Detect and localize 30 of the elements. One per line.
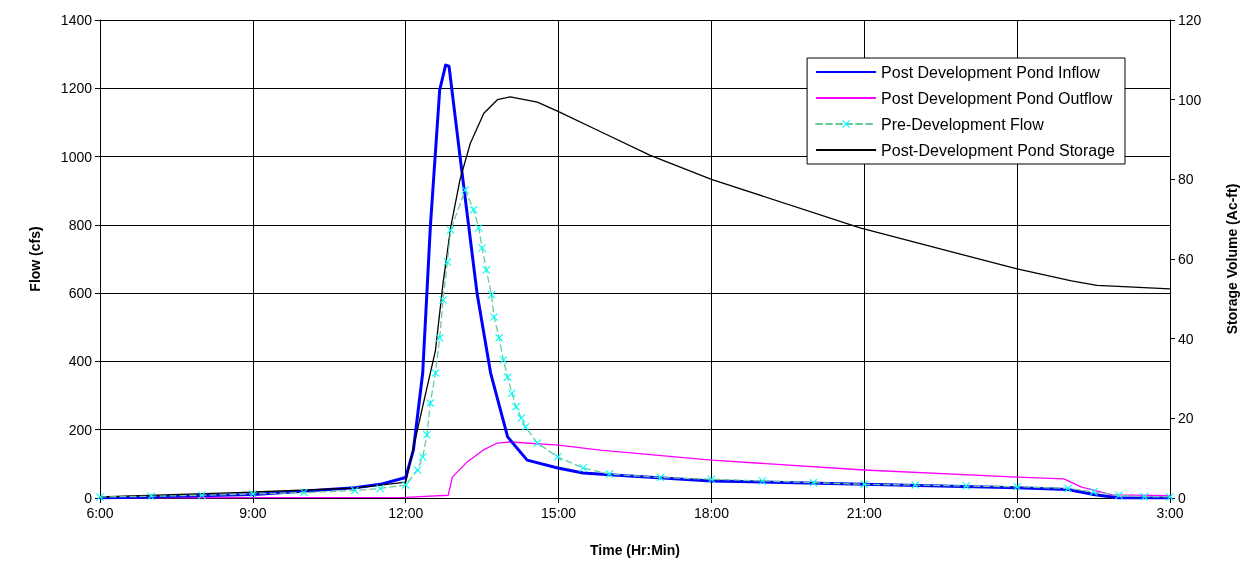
- y-tick-label: 800: [68, 216, 93, 233]
- y-axis-title: Flow (cfs): [27, 226, 43, 292]
- x-tick-label: 9:00: [239, 505, 267, 521]
- y-tick-label: 1200: [60, 80, 93, 97]
- x-tick-label: 0:00: [1003, 505, 1031, 521]
- y2-tick-label: 120: [1178, 12, 1202, 28]
- x-tick-label: 15:00: [541, 505, 577, 521]
- y2-tick-label: 60: [1178, 251, 1194, 267]
- x-tick-label: 6:00: [86, 505, 114, 521]
- legend-label: Post Development Pond Inflow: [881, 63, 1101, 81]
- x-axis-title: Time (Hr:Min): [590, 542, 680, 558]
- x-tick-label: 3:00: [1156, 505, 1184, 521]
- x-tick-label: 12:00: [388, 505, 424, 521]
- y2-tick-label: 100: [1178, 91, 1202, 108]
- y2-tick-label: 80: [1178, 171, 1194, 188]
- y-tick-label: 0: [84, 490, 93, 506]
- legend-label: Post Development Pond Outflow: [881, 89, 1113, 107]
- y-tick-label: 1000: [60, 148, 93, 165]
- y-tick-label: 200: [68, 421, 93, 438]
- legend-label: Post-Development Pond Storage: [881, 141, 1116, 159]
- x-tick-label: 18:00: [693, 505, 730, 521]
- y2-axis-title: Storage Volume (Ac-ft): [1224, 183, 1240, 335]
- y-tick-label: 400: [68, 353, 93, 370]
- legend-label: Pre-Development Flow: [881, 115, 1045, 133]
- x-tick-label: 21:00: [846, 505, 883, 521]
- y2-tick-label: 40: [1178, 330, 1194, 347]
- y-tick-label: 600: [68, 285, 93, 302]
- y2-tick-label: 20: [1178, 410, 1194, 427]
- y2-tick-label: 0: [1178, 490, 1186, 506]
- y-tick-label: 1400: [60, 12, 93, 28]
